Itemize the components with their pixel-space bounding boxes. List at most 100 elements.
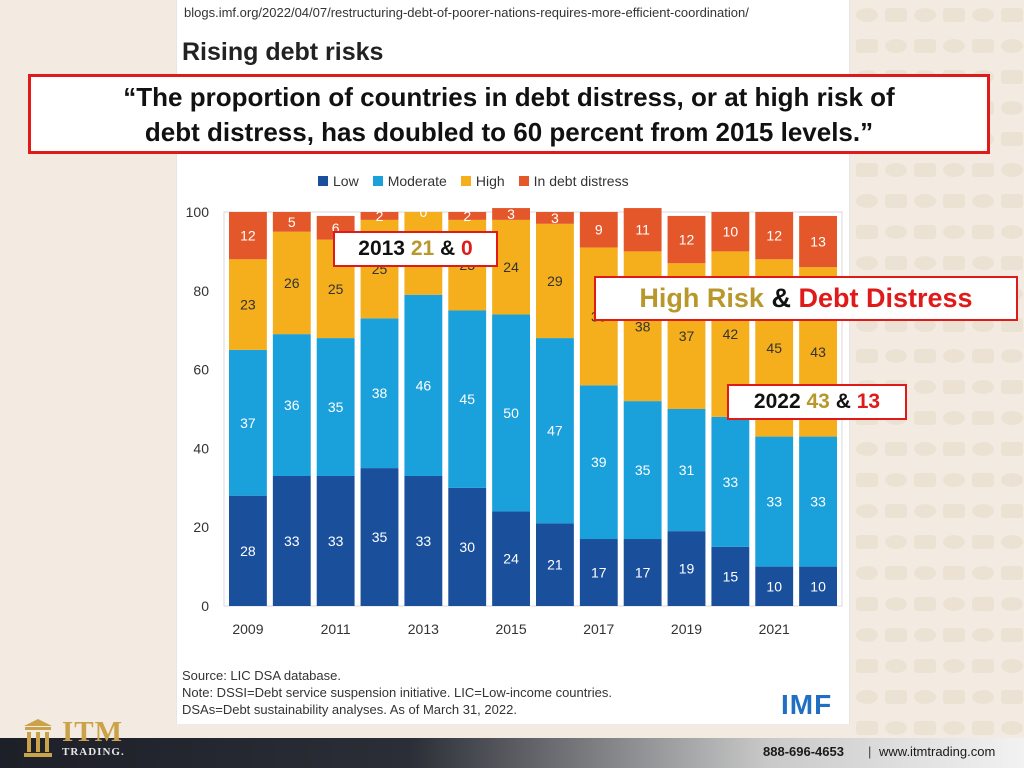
pattern-tile (856, 628, 878, 642)
bar-value-label: 37 (679, 328, 695, 344)
x-tick-label: 2019 (671, 621, 702, 637)
bar-segment-in-debt-distress (799, 215, 837, 268)
pattern-tile (914, 411, 936, 425)
pattern-tile (885, 8, 907, 22)
bar-segment-moderate (667, 409, 706, 532)
pattern-tile (943, 442, 965, 456)
pattern-tile (856, 721, 878, 735)
callout-2013-amp: & (440, 237, 456, 260)
pattern-tile (914, 39, 936, 53)
bar-segment-in-debt-distress (360, 212, 399, 220)
bar-segment-in-debt-distress (536, 212, 574, 224)
pattern-tile (1001, 442, 1023, 456)
callout-debt-distress: Debt Distress (798, 283, 973, 313)
pattern-tile (972, 8, 994, 22)
quote-line-2: debt distress, has doubled to 60 percent… (144, 117, 874, 147)
pattern-tile (1001, 690, 1023, 704)
pattern-tile (972, 380, 994, 394)
pattern-tile (885, 721, 907, 735)
pattern-tile (885, 318, 907, 332)
pattern-tile (885, 256, 907, 270)
pattern-tile (1001, 566, 1023, 580)
pattern-tile (1001, 535, 1023, 549)
bar-value-label: 28 (240, 543, 256, 559)
pattern-tile (885, 535, 907, 549)
callout-2022-distress: 13 (856, 390, 881, 413)
pattern-tile (914, 163, 936, 177)
pattern-tile (914, 628, 936, 642)
pattern-tile (885, 597, 907, 611)
pillar-icon (24, 719, 52, 757)
bar-segment-in-debt-distress (755, 212, 794, 260)
bar-value-label: 17 (635, 565, 651, 581)
footer-website-link[interactable]: www.itmtrading.com (879, 744, 996, 759)
pattern-tile (914, 318, 936, 332)
pattern-tile (1001, 504, 1023, 518)
pattern-tile (972, 318, 994, 332)
pattern-tile (943, 194, 965, 208)
bar-value-label: 33 (723, 474, 739, 490)
legend-label: Moderate (387, 173, 447, 189)
pattern-tile (1001, 8, 1023, 22)
pattern-tile (943, 690, 965, 704)
bar-value-label: 3 (551, 210, 559, 226)
pattern-tile (972, 39, 994, 53)
pattern-tile (914, 566, 936, 580)
pattern-tile (885, 163, 907, 177)
y-tick-label: 60 (193, 362, 209, 378)
itm-trading-logo[interactable]: ITM TRADING. (18, 716, 168, 764)
legend-item: In debt distress (518, 173, 629, 189)
footer-phone[interactable]: 888-696-4653 (763, 744, 844, 759)
bar-value-label: 31 (679, 462, 695, 478)
bar-value-label: 45 (766, 340, 782, 356)
legend-swatch (518, 176, 529, 186)
bar-segment-low (229, 495, 267, 606)
note-source: Source: LIC DSA database. (182, 668, 341, 683)
legend-label: High (475, 173, 505, 189)
callout-2022-amp: & (835, 390, 851, 413)
pattern-tile (885, 504, 907, 518)
y-tick-label: 20 (193, 519, 209, 535)
legend-swatch (372, 176, 383, 186)
bar-value-label: 46 (416, 377, 432, 393)
legend-label: Low (333, 173, 359, 189)
pattern-tile (914, 349, 936, 363)
bar-value-label: 11 (635, 222, 650, 238)
pattern-tile (914, 690, 936, 704)
note-dssi: Note: DSSI=Debt service suspension initi… (182, 685, 612, 700)
callout-risk-label: High Risk & Debt Distress (594, 276, 1018, 321)
bar-segment-in-debt-distress (667, 215, 706, 264)
pattern-tile (856, 256, 878, 270)
bar-value-label: 19 (679, 561, 695, 577)
pattern-tile (943, 163, 965, 177)
pattern-tile (972, 256, 994, 270)
x-tick-label: 2011 (321, 621, 351, 637)
bar-value-label: 12 (766, 228, 782, 244)
bar-value-label: 35 (372, 529, 388, 545)
pattern-tile (972, 659, 994, 673)
callout-2022: 2022 43 & 13 (727, 384, 907, 420)
bar-segment-moderate (799, 436, 837, 567)
pattern-tile (885, 442, 907, 456)
bar-segment-low (272, 475, 311, 606)
bar-value-label: 13 (810, 234, 826, 250)
pattern-tile (972, 442, 994, 456)
pattern-tile (1001, 225, 1023, 239)
bar-value-label: 33 (416, 533, 432, 549)
pattern-tile (943, 535, 965, 549)
chart-legend: Low Moderate High In debt distress (318, 173, 629, 189)
pattern-tile (943, 318, 965, 332)
pattern-tile (972, 194, 994, 208)
pattern-tile (856, 473, 878, 487)
bar-segment-in-debt-distress (272, 212, 311, 232)
source-url[interactable]: blogs.imf.org/2022/04/07/restructuring-d… (184, 5, 749, 20)
pattern-tile (856, 163, 878, 177)
pattern-tile (943, 380, 965, 394)
pattern-tile (856, 566, 878, 580)
callout-risk-amp: & (771, 283, 791, 313)
bar-segment-moderate (536, 338, 574, 524)
bar-value-label: 24 (503, 259, 519, 275)
pattern-tile (885, 349, 907, 363)
pattern-tile (885, 659, 907, 673)
bar-segment-in-debt-distress (711, 212, 750, 252)
